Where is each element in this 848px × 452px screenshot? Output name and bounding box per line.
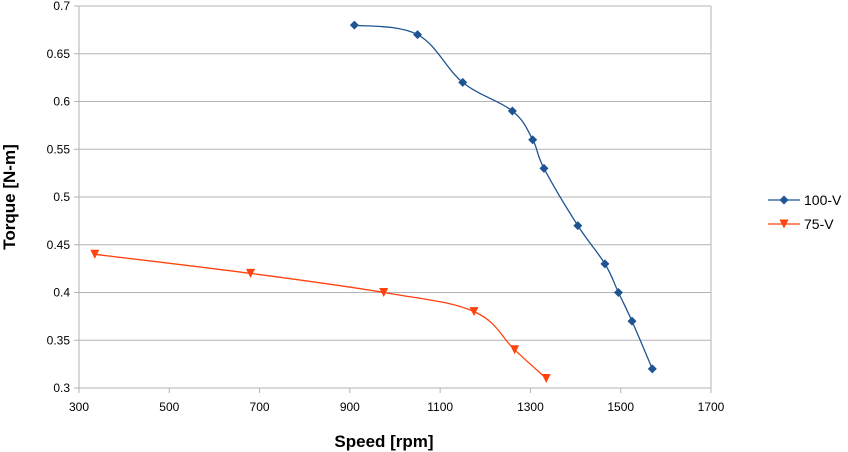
x-tick-label: 900 [340,400,360,414]
data-point [613,288,623,297]
data-point [246,268,256,278]
data-point [573,221,583,231]
y-tick-label: 0.3 [53,381,70,395]
y-tick-label: 0.65 [47,47,71,61]
data-point [349,20,359,30]
data-point [541,373,551,383]
data-point [469,307,479,317]
series-100-v [349,20,657,374]
x-tick-label: 1500 [607,400,634,414]
grid-lines [79,5,711,389]
legend-label: 100-V [804,192,842,208]
legend-marker [779,219,789,229]
data-point [413,30,423,40]
y-tick-label: 0.5 [53,190,70,204]
data-point [528,135,538,145]
data-point [627,316,637,326]
x-tick-label: 1700 [698,400,725,414]
x-axis-title: Speed [rpm] [334,432,433,451]
series-layer [90,20,657,383]
data-point [458,77,468,87]
data-point [379,288,389,297]
data-point [647,364,657,374]
series-line [94,253,547,379]
data-point [539,163,549,173]
y-tick-label: 0.35 [47,333,71,347]
legend-label: 75-V [804,216,834,232]
legend: 100-V 75-V [768,192,842,232]
y-tick-labels: 0.3 0.35 0.4 0.45 0.5 0.55 0.6 0.65 0.7 [47,0,71,395]
x-tick-label: 1300 [517,400,544,414]
data-point [600,259,610,269]
y-axis-title: Torque [N-m] [0,144,19,249]
x-tick-labels: 300 500 700 900 1100 1300 1500 1700 [69,400,725,414]
x-tick-label: 700 [250,400,270,414]
data-point [90,249,100,259]
legend-item: 100-V [768,192,842,208]
x-tick-label: 300 [69,400,89,414]
y-tick-label: 0.45 [47,238,71,252]
x-tick-label: 1100 [427,400,453,414]
legend-marker [779,195,789,205]
y-tick-label: 0.55 [47,142,71,156]
data-point [507,106,517,116]
legend-item: 75-V [768,216,834,232]
x-tick-label: 500 [159,400,179,414]
y-tick-label: 0.6 [53,95,70,109]
y-tick-label: 0.4 [53,286,70,300]
axes [74,5,712,393]
series-75-v [90,249,551,383]
data-point [510,345,520,355]
y-tick-label: 0.7 [53,0,70,13]
